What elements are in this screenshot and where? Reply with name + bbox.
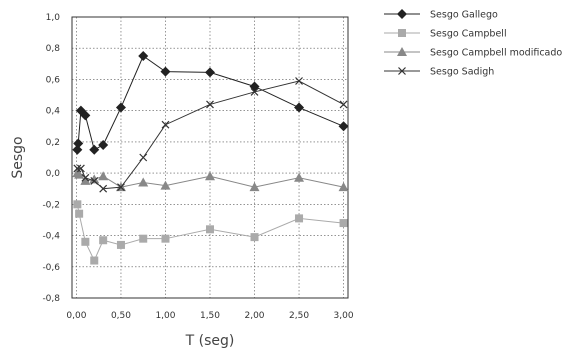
x-tick-label: 2,50 xyxy=(289,311,309,321)
y-tick-label: 0,2 xyxy=(46,138,60,148)
x-tick-label: 0,00 xyxy=(66,311,86,321)
data-point-triangle xyxy=(98,171,109,181)
data-point-square xyxy=(73,200,82,209)
legend-label: Sesgo Campbell modificado xyxy=(430,48,562,59)
y-axis-label: Sesgo xyxy=(10,136,26,178)
data-point-x xyxy=(339,100,348,109)
data-point-x xyxy=(81,173,90,182)
legend-item: Sesgo Campbell modificado xyxy=(384,47,562,59)
data-point-square xyxy=(75,209,84,218)
data-point-triangle xyxy=(249,182,260,192)
series-line xyxy=(76,204,344,262)
data-point-triangle xyxy=(138,177,149,187)
grid xyxy=(72,17,348,298)
data-point-triangle xyxy=(294,172,305,182)
data-point-triangle xyxy=(397,47,407,56)
data-point-x xyxy=(295,77,303,85)
legend-label: Sesgo Sadigh xyxy=(430,67,494,78)
data-point-diamond xyxy=(115,102,126,113)
legend: Sesgo Gallego Sesgo Campbell Sesgo Campbel… xyxy=(384,9,562,78)
data-point-diamond xyxy=(160,66,171,77)
data-point-square xyxy=(339,219,348,228)
data-point-x xyxy=(161,120,170,129)
data-point-diamond xyxy=(397,9,407,19)
data-point-x xyxy=(250,88,259,96)
data-point-x xyxy=(139,153,148,162)
y-tick-labels: 1,0 0,8 0,6 0,4 0,2 0,0 -0,2 -0,4 -0,6 -0,8 xyxy=(42,13,60,304)
data-point-diamond xyxy=(73,138,84,149)
data-point-triangle xyxy=(80,175,91,185)
y-tick-label: -0,4 xyxy=(42,232,60,242)
data-point-diamond xyxy=(249,81,260,92)
y-tick-label: 0,4 xyxy=(46,107,61,117)
data-point-diamond xyxy=(338,121,349,132)
data-point-x xyxy=(76,164,85,173)
y-tick-label: -0,6 xyxy=(42,263,60,273)
series-layer xyxy=(72,51,349,265)
legend-item: Sesgo Gallego xyxy=(384,9,498,21)
legend-label: Sesgo Gallego xyxy=(430,10,498,21)
data-point-diamond xyxy=(138,51,149,62)
series-0 xyxy=(72,51,349,155)
data-point-diamond xyxy=(72,144,83,155)
data-point-square xyxy=(250,233,259,242)
data-point-diamond xyxy=(294,102,305,113)
x-tick-label: 2,00 xyxy=(244,311,264,321)
data-point-diamond xyxy=(98,140,109,151)
y-tick-label: 0,6 xyxy=(46,75,61,85)
legend-item: Sesgo Sadigh xyxy=(384,67,494,78)
series-1 xyxy=(73,200,348,265)
data-point-square xyxy=(398,29,406,37)
data-point-x xyxy=(99,184,108,193)
data-point-square xyxy=(295,214,304,223)
x-axis-label: T (seg) xyxy=(185,333,235,349)
data-point-square xyxy=(116,240,125,249)
legend-label: Sesgo Campbell xyxy=(430,29,507,40)
data-point-square xyxy=(206,225,214,234)
data-point-x xyxy=(206,100,214,109)
data-point-triangle xyxy=(338,182,349,192)
data-point-square xyxy=(99,236,108,245)
plot-frame xyxy=(71,16,349,299)
x-tick-label: 3,00 xyxy=(334,311,354,321)
data-point-x xyxy=(117,183,125,192)
data-point-diamond xyxy=(80,110,91,121)
y-tick-label: 1,0 xyxy=(46,13,61,23)
data-point-triangle xyxy=(89,174,100,184)
data-point-x xyxy=(398,67,406,75)
legend-item: Sesgo Campbell xyxy=(384,29,507,40)
data-point-square xyxy=(161,234,170,243)
data-point-x xyxy=(73,164,82,173)
x-tick-label: 1,00 xyxy=(155,311,175,321)
y-tick-label: 0,8 xyxy=(46,44,61,54)
series-3 xyxy=(73,77,348,193)
y-tick-label: -0,8 xyxy=(42,294,60,304)
data-point-square xyxy=(139,234,148,243)
data-point-x xyxy=(90,176,99,185)
data-point-square xyxy=(81,237,90,246)
x-tick-labels: 0,00 0,50 1,00 1,50 2,00 2,50 3,00 xyxy=(66,311,353,321)
data-point-triangle xyxy=(160,180,171,190)
y-tick-label: -0,2 xyxy=(42,200,60,210)
x-tick-label: 0,50 xyxy=(111,311,131,321)
data-point-square xyxy=(90,256,99,265)
y-tick-label: 0,0 xyxy=(46,169,61,179)
x-tick-label: 1,50 xyxy=(200,311,220,321)
data-point-triangle xyxy=(74,169,85,179)
data-point-diamond xyxy=(205,67,215,78)
data-point-diamond xyxy=(89,144,100,155)
data-point-triangle xyxy=(205,171,215,181)
